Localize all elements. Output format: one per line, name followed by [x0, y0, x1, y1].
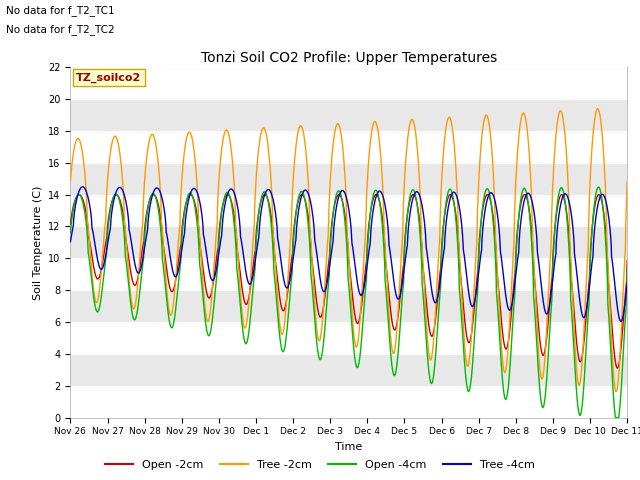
Text: No data for f_T2_TC2: No data for f_T2_TC2 [6, 24, 115, 35]
Bar [70, 290, 627, 322]
Text: No data for f_T2_TC1: No data for f_T2_TC1 [6, 5, 115, 16]
Bar [70, 227, 627, 258]
Bar [70, 354, 627, 386]
Bar [70, 163, 627, 194]
Bar [70, 36, 627, 67]
Legend: Open -2cm, Tree -2cm, Open -4cm, Tree -4cm: Open -2cm, Tree -2cm, Open -4cm, Tree -4… [101, 456, 539, 474]
Title: Tonzi Soil CO2 Profile: Upper Temperatures: Tonzi Soil CO2 Profile: Upper Temperatur… [201, 51, 497, 65]
Text: TZ_soilco2: TZ_soilco2 [76, 73, 141, 83]
X-axis label: Time: Time [335, 442, 362, 452]
Bar [70, 99, 627, 131]
Y-axis label: Soil Temperature (C): Soil Temperature (C) [33, 185, 43, 300]
